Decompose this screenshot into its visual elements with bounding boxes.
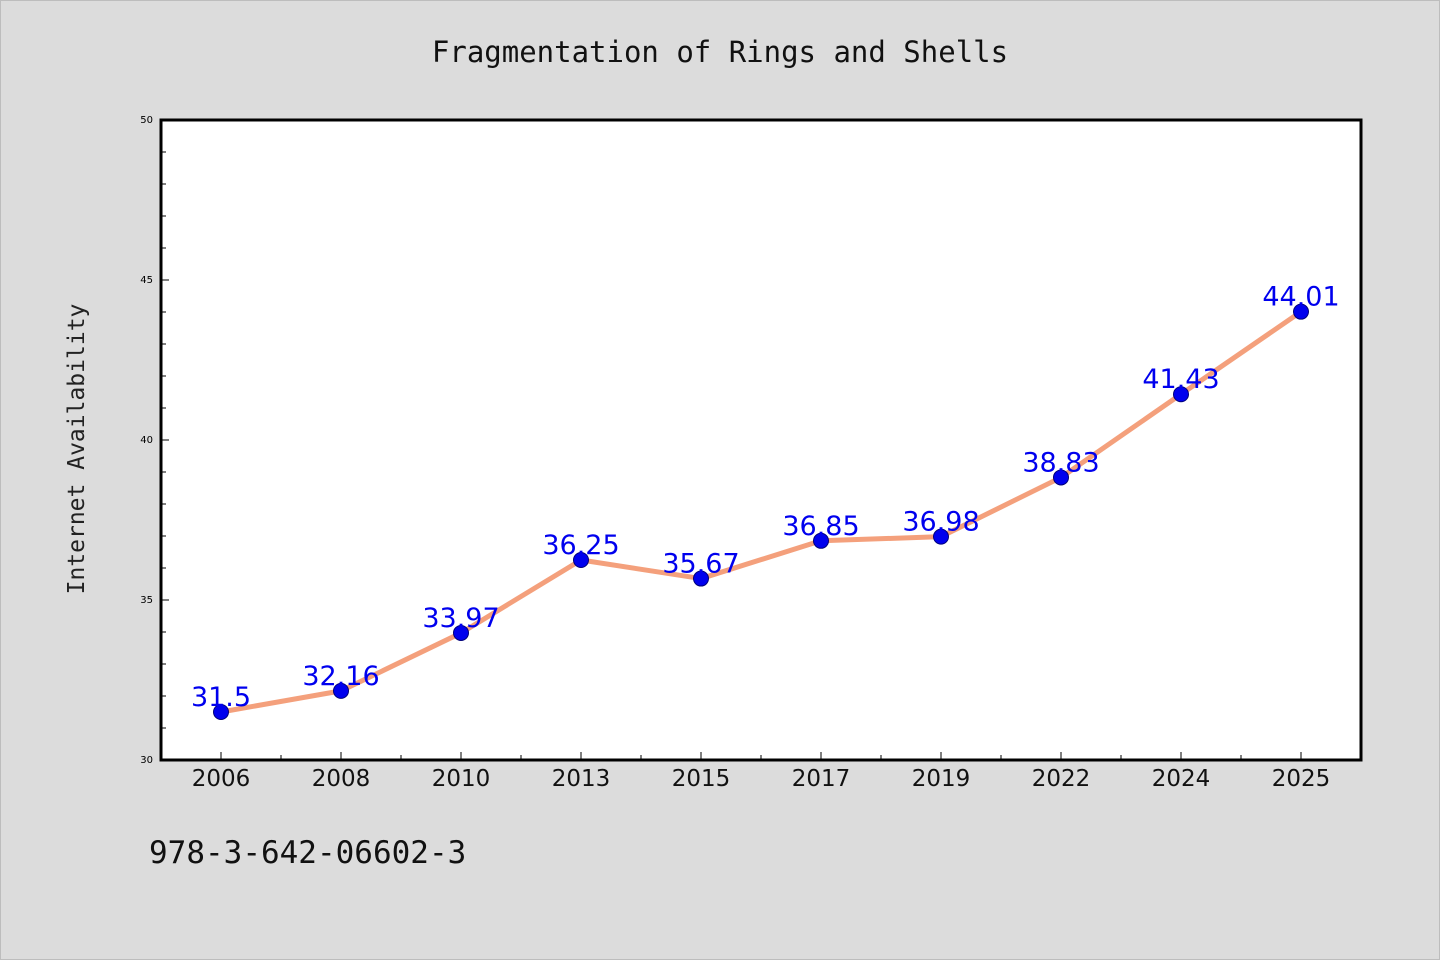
isbn-caption: 978-3-642-06602-3: [149, 835, 467, 871]
data-label: 35.67: [662, 549, 739, 580]
data-point: [1293, 303, 1309, 320]
data-label: 36.98: [902, 507, 979, 538]
x-tick-label: 2024: [1152, 766, 1211, 792]
y-tick-label: 50: [140, 115, 153, 126]
data-point: [1173, 386, 1189, 403]
data-point: [333, 682, 349, 699]
x-tick-label: 2006: [192, 766, 251, 792]
y-tick-label: 35: [140, 595, 153, 606]
x-tick-label: 2015: [672, 766, 731, 792]
data-point: [453, 624, 469, 641]
plot-frame: [159, 118, 1363, 762]
plot-area: [161, 120, 1361, 760]
y-tick-label: 45: [140, 275, 153, 286]
series-line: [218, 309, 1304, 715]
data-label: 32.16: [302, 661, 379, 692]
chart-title: Fragmentation of Rings and Shells: [431, 35, 1009, 69]
data-point: [933, 528, 949, 545]
y-tick-label: 30: [140, 755, 153, 766]
data-point: [813, 532, 829, 549]
x-tick-label: 2013: [552, 766, 611, 792]
data-point: [573, 552, 589, 568]
x-tick-label: 2017: [792, 766, 851, 792]
x-tick-label: 2010: [432, 766, 491, 792]
data-label: 38.83: [1022, 447, 1099, 478]
data-point: [693, 570, 709, 587]
x-tick-label: 2019: [912, 766, 971, 792]
data-point: [1053, 469, 1069, 486]
data-label: 44.01: [1262, 282, 1339, 313]
data-label: 33.97: [422, 603, 499, 634]
data-label: 36.85: [782, 511, 859, 542]
data-label: 41.43: [1142, 364, 1219, 395]
x-tick-label: 2025: [1272, 766, 1331, 792]
x-tick-label: 2008: [312, 766, 371, 792]
x-tick-label: 2022: [1032, 766, 1091, 792]
data-point: [213, 704, 229, 720]
data-label: 36.25: [542, 530, 619, 561]
y-tick-label: 40: [140, 435, 153, 446]
data-label: 31.5: [191, 682, 251, 713]
